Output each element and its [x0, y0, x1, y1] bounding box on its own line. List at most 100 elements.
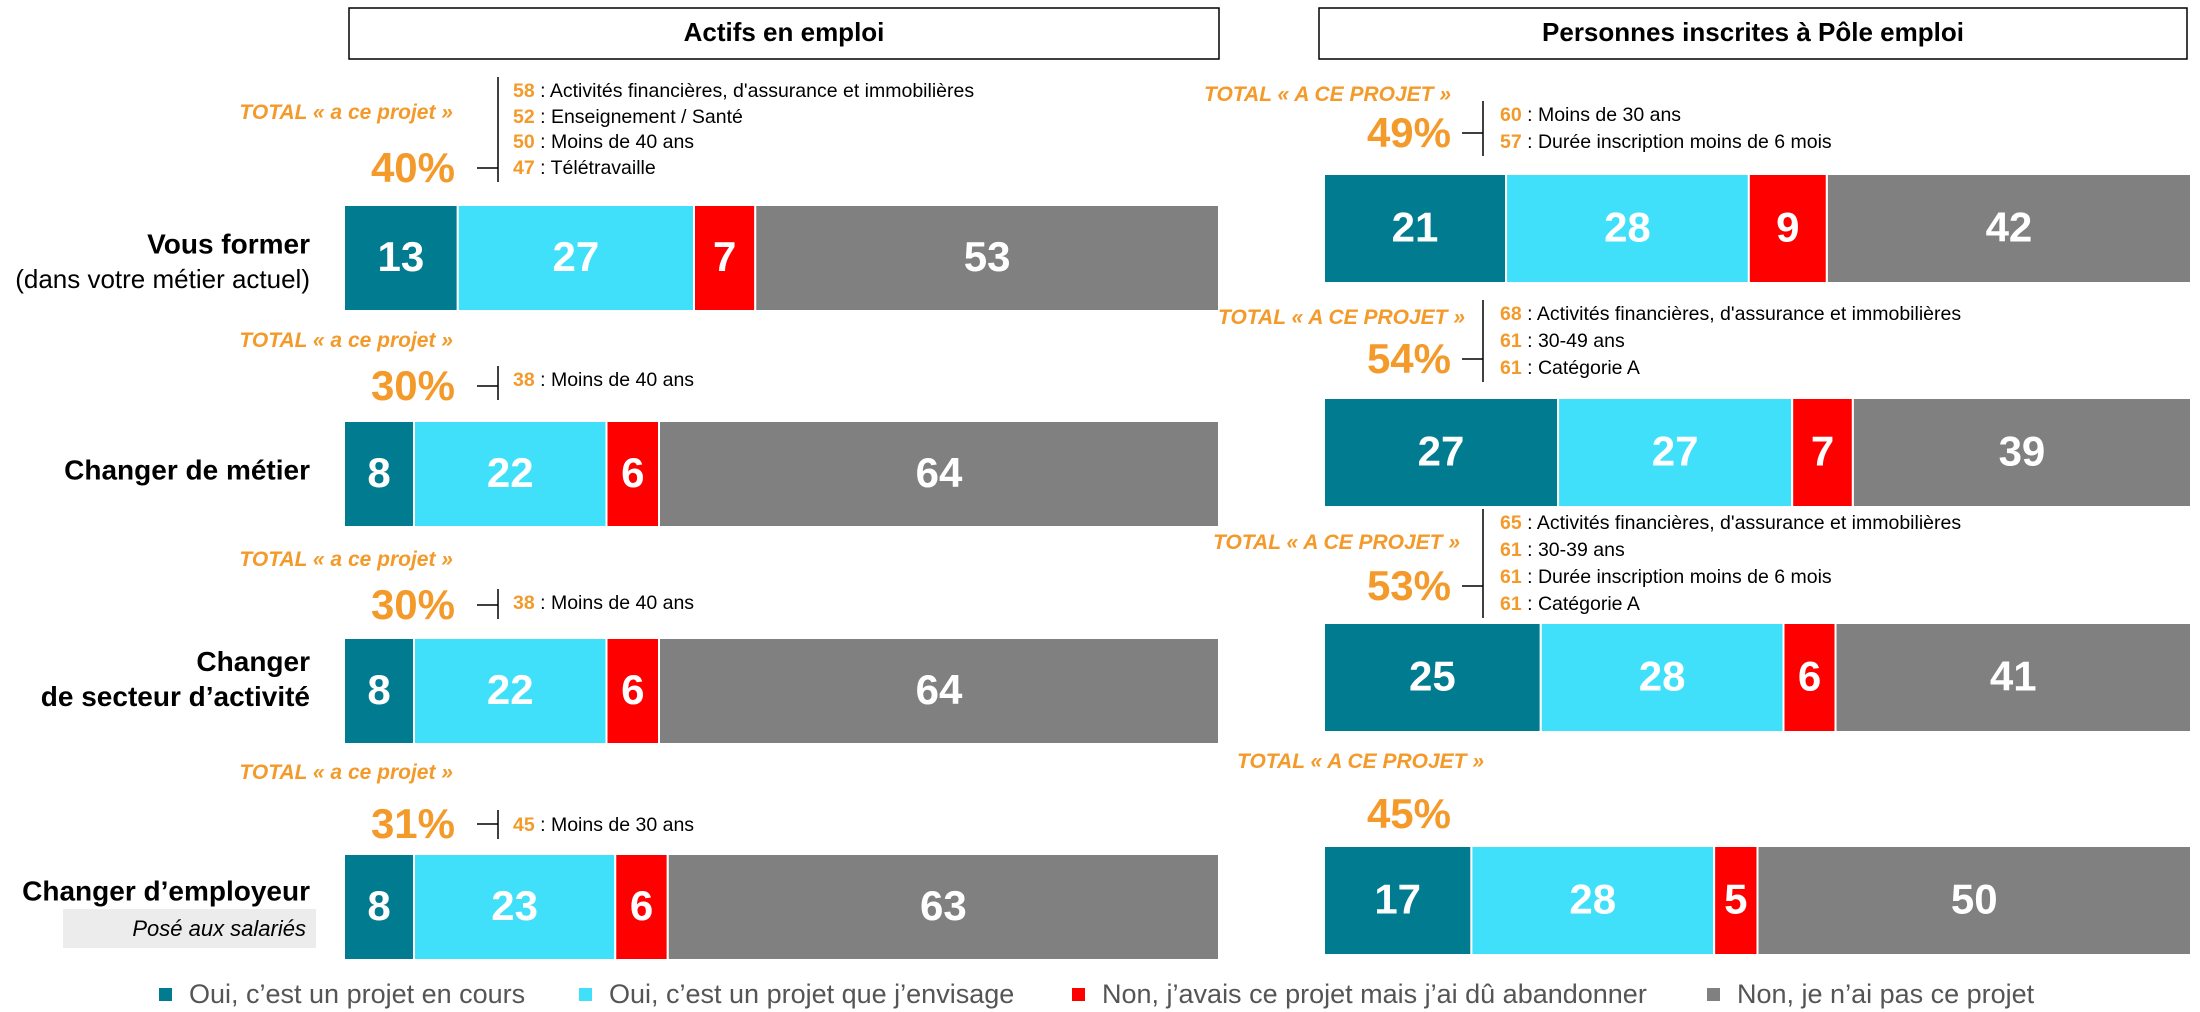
note: Posé aux salariés [63, 909, 316, 948]
bar-segment [1557, 397, 1794, 508]
bar-segment [1470, 845, 1716, 956]
bar-segment [1834, 622, 2193, 733]
legend-swatch [1072, 988, 1085, 1001]
detail-value: 61 [1500, 565, 1522, 588]
bar-label: 27 [1652, 428, 1699, 475]
detail-text: : Catégorie A [1521, 592, 1640, 615]
total-label: 30% [370, 580, 455, 628]
bar-label: 39 [1999, 428, 2046, 475]
detail-value: 57 [1500, 130, 1522, 153]
total-caption: TOTAL « A CE PROJET » [1218, 305, 1465, 329]
total-caption: TOTAL « a ce projet » [239, 547, 453, 571]
bar-segment [1713, 845, 1759, 956]
bar-label: 8 [367, 666, 390, 713]
bar-label: 6 [621, 449, 644, 496]
category-label: Vous former [147, 228, 310, 260]
total-caption: TOTAL « A CE PROJET » [1237, 749, 1484, 773]
category-label: Changer d’employeur [22, 875, 310, 907]
chart-title: Personnes inscrites à Pôle emploi [1542, 17, 1964, 47]
detail-value: 61 [1500, 356, 1522, 379]
detail-line: 68 : Activités financières, d'assurance … [1500, 302, 1961, 326]
bar-label: 25 [1409, 653, 1456, 700]
category-label: Changer de métier [64, 454, 310, 486]
bar-label: 63 [920, 882, 967, 929]
detail-value: 61 [1500, 538, 1522, 561]
detail-text: : Durée inscription moins de 6 mois [1521, 130, 1832, 153]
total-label: 53% [1366, 561, 1451, 609]
detail-line: 52 : Enseignement / Santé [513, 104, 743, 128]
bar-label: 6 [630, 882, 653, 929]
detail-line: 45 : Moins de 30 ans [513, 813, 694, 837]
bar-segment [343, 637, 415, 745]
detail-line: 60 : Moins de 30 ans [1500, 103, 1681, 127]
legend-swatch [1707, 988, 1720, 1001]
bar-segment [1825, 173, 2192, 284]
detail-value: 61 [1500, 592, 1522, 615]
bar-segment [456, 204, 695, 312]
bar-segment [343, 204, 459, 312]
chart-title: Actifs en emploi [684, 17, 885, 47]
total-caption: TOTAL « a ce projet » [239, 760, 453, 784]
detail-line: 61 : Durée inscription moins de 6 mois [1500, 565, 1832, 589]
bar-segment [658, 637, 1220, 745]
title-box [348, 7, 1220, 60]
detail-line: 61 : Catégorie A [1500, 592, 1640, 616]
detail-text: : Activités financières, d'assurance et … [1521, 302, 1962, 325]
bar-label: 6 [621, 666, 644, 713]
bar-segment [1791, 397, 1854, 508]
detail-value: 60 [1500, 103, 1522, 126]
legend-label: Oui, c’est un projet en cours [189, 979, 526, 1010]
detail-value: 58 [513, 79, 535, 102]
detail-text: : Enseignement / Santé [534, 105, 743, 128]
bar-label: 22 [487, 449, 534, 496]
detail-value: 61 [1500, 329, 1522, 352]
bar-segment [1323, 845, 1473, 956]
detail-value: 38 [513, 591, 535, 614]
bar-segment [343, 853, 415, 961]
detail-value: 38 [513, 368, 535, 391]
bar-label: 9 [1776, 204, 1799, 251]
detail-text: : Moins de 40 ans [534, 368, 695, 391]
detail-value: 68 [1500, 302, 1522, 325]
total-caption: TOTAL « A CE PROJET » [1204, 82, 1451, 106]
bar-label: 64 [916, 666, 963, 713]
category-note: (dans votre métier actuel) [15, 263, 310, 294]
legend-swatch [159, 988, 172, 1001]
detail-line: 50 : Moins de 40 ans [513, 130, 694, 154]
detail-line: 65 : Activités financières, d'assurance … [1500, 511, 1961, 535]
detail-text: : Télétravaille [534, 156, 656, 179]
bar-segment [1505, 173, 1750, 284]
bar-label: 22 [487, 666, 534, 713]
total-label: 40% [370, 143, 455, 191]
detail-text: : Activités financières, d'assurance et … [534, 79, 975, 102]
bar-label: 17 [1374, 876, 1421, 923]
detail-text: : 30-49 ans [1521, 329, 1625, 352]
total-label: 30% [370, 361, 455, 409]
detail-line: 38 : Moins de 40 ans [513, 591, 694, 615]
bar-label: 28 [1604, 204, 1651, 251]
bar-label: 6 [1798, 653, 1821, 700]
title-box [1318, 7, 2188, 60]
bar-segment [666, 853, 1220, 961]
legend-label: Non, j’avais ce projet mais j’ai dû aban… [1102, 979, 1647, 1010]
detail-text: : 30-39 ans [1521, 538, 1625, 561]
bar-segment [1851, 397, 2192, 508]
bar-segment [1756, 845, 2192, 956]
bar-segment [343, 420, 415, 528]
bar-segment [413, 420, 608, 528]
bar-label: 7 [1811, 428, 1834, 475]
bar-label: 8 [367, 882, 390, 929]
total-caption: TOTAL « a ce projet » [239, 100, 453, 124]
detail-text: : Moins de 30 ans [534, 813, 695, 836]
bar-label: 27 [1418, 428, 1465, 475]
bar-label: 13 [378, 233, 425, 280]
bar-label: 42 [1986, 204, 2033, 251]
detail-value: 45 [513, 813, 535, 836]
bar-label: 8 [367, 449, 390, 496]
bar-label: 50 [1951, 876, 1998, 923]
detail-line: 57 : Durée inscription moins de 6 mois [1500, 130, 1832, 154]
detail-line: 61 : Catégorie A [1500, 356, 1640, 380]
total-caption: TOTAL « a ce projet » [239, 328, 453, 352]
